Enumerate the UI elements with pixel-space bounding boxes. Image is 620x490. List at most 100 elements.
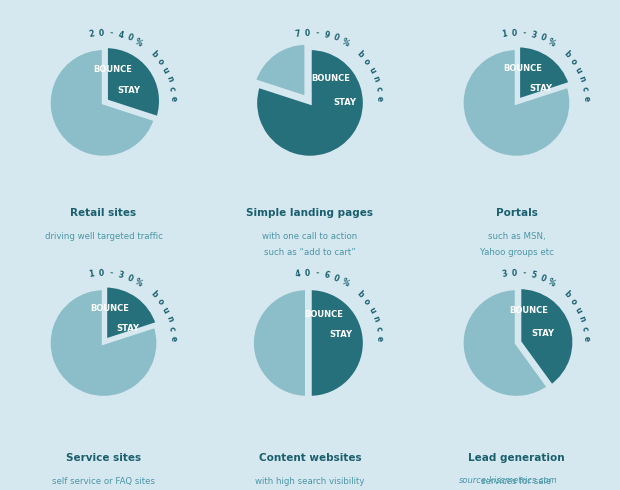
Text: 3: 3 — [117, 270, 124, 280]
Text: 5: 5 — [529, 270, 537, 280]
Text: o: o — [361, 297, 372, 307]
Text: u: u — [160, 66, 171, 74]
Text: u: u — [573, 306, 583, 315]
Text: STAY: STAY — [529, 84, 552, 93]
Text: 3: 3 — [501, 270, 508, 279]
Text: %: % — [339, 277, 350, 288]
Wedge shape — [520, 288, 574, 386]
Text: Portals: Portals — [495, 208, 538, 218]
Text: c: c — [167, 85, 177, 92]
Text: %: % — [339, 37, 350, 48]
Text: o: o — [155, 297, 166, 307]
Text: 0: 0 — [99, 28, 104, 38]
Text: n: n — [577, 75, 587, 83]
Wedge shape — [254, 43, 306, 98]
Text: c: c — [167, 325, 177, 332]
Text: b: b — [562, 290, 572, 299]
Text: 4: 4 — [294, 270, 301, 279]
Text: e: e — [582, 335, 591, 341]
Text: e: e — [375, 335, 384, 341]
Text: u: u — [573, 66, 583, 74]
Text: driving well targeted traffic: driving well targeted traffic — [45, 232, 162, 241]
Wedge shape — [255, 49, 365, 157]
Text: 1: 1 — [501, 29, 508, 39]
Text: 0: 0 — [126, 33, 134, 43]
Wedge shape — [252, 289, 307, 397]
Text: 0: 0 — [512, 28, 517, 38]
Text: BOUNCE: BOUNCE — [90, 304, 129, 313]
Text: e: e — [582, 95, 591, 101]
Text: n: n — [577, 315, 587, 323]
Wedge shape — [462, 49, 571, 157]
Text: o: o — [361, 57, 372, 67]
Text: 3: 3 — [529, 30, 537, 40]
Text: -: - — [522, 269, 526, 278]
Text: c: c — [580, 325, 590, 332]
Wedge shape — [462, 289, 549, 397]
Text: u: u — [160, 306, 171, 315]
Text: STAY: STAY — [117, 324, 140, 333]
Text: c: c — [373, 85, 383, 92]
Wedge shape — [310, 289, 365, 397]
Text: 0: 0 — [539, 273, 547, 283]
Text: Lead generation: Lead generation — [468, 453, 565, 463]
Text: -: - — [109, 269, 113, 278]
Wedge shape — [518, 46, 570, 100]
Text: -: - — [109, 29, 113, 38]
Text: 0: 0 — [539, 33, 547, 43]
Text: u: u — [366, 66, 377, 74]
Text: 2: 2 — [88, 29, 95, 39]
Text: b: b — [149, 49, 159, 59]
Text: o: o — [568, 57, 578, 67]
Text: %: % — [133, 277, 144, 288]
Text: such as “add to cart”: such as “add to cart” — [264, 248, 356, 257]
Text: e: e — [169, 335, 178, 341]
Text: 9: 9 — [323, 30, 330, 40]
Text: 0: 0 — [99, 269, 104, 278]
Text: 0: 0 — [512, 269, 517, 278]
Text: o: o — [155, 57, 166, 67]
Text: n: n — [371, 315, 381, 323]
Text: n: n — [164, 315, 174, 323]
Text: BOUNCE: BOUNCE — [93, 65, 132, 74]
Wedge shape — [49, 49, 156, 157]
Text: 4: 4 — [117, 30, 124, 40]
Text: -: - — [316, 269, 319, 278]
Text: such as MSN,: such as MSN, — [488, 232, 545, 241]
Text: e: e — [375, 95, 384, 101]
Wedge shape — [49, 289, 158, 397]
Text: 6: 6 — [323, 270, 330, 280]
Text: 0: 0 — [332, 273, 340, 283]
Text: STAY: STAY — [118, 86, 141, 96]
Text: c: c — [373, 325, 383, 332]
Text: u: u — [366, 306, 377, 315]
Text: BOUNCE: BOUNCE — [509, 306, 548, 315]
Text: o: o — [568, 297, 578, 307]
Text: Retail sites: Retail sites — [71, 208, 136, 218]
Text: source:kissmetrics.com: source:kissmetrics.com — [459, 476, 558, 485]
Text: STAY: STAY — [329, 330, 352, 339]
Text: n: n — [371, 75, 381, 83]
Text: services for sale: services for sale — [481, 477, 552, 486]
Text: b: b — [562, 49, 572, 59]
Text: 1: 1 — [88, 270, 95, 279]
Text: Service sites: Service sites — [66, 453, 141, 463]
Text: BOUNCE: BOUNCE — [503, 64, 542, 73]
Text: 0: 0 — [126, 273, 134, 283]
Text: e: e — [169, 95, 178, 101]
Text: n: n — [164, 75, 174, 83]
Text: 0: 0 — [305, 269, 311, 278]
Text: self service or FAQ sites: self service or FAQ sites — [52, 477, 155, 486]
Text: STAY: STAY — [334, 98, 356, 107]
Text: b: b — [149, 290, 159, 299]
Text: %: % — [546, 37, 557, 48]
Text: -: - — [522, 29, 526, 38]
Text: %: % — [133, 37, 144, 48]
Text: Yahoo groups etc: Yahoo groups etc — [479, 248, 554, 257]
Text: c: c — [580, 85, 590, 92]
Text: 0: 0 — [332, 33, 340, 43]
Text: %: % — [546, 277, 557, 288]
Text: Content websites: Content websites — [259, 453, 361, 463]
Wedge shape — [105, 286, 157, 341]
Text: Simple landing pages: Simple landing pages — [247, 208, 373, 218]
